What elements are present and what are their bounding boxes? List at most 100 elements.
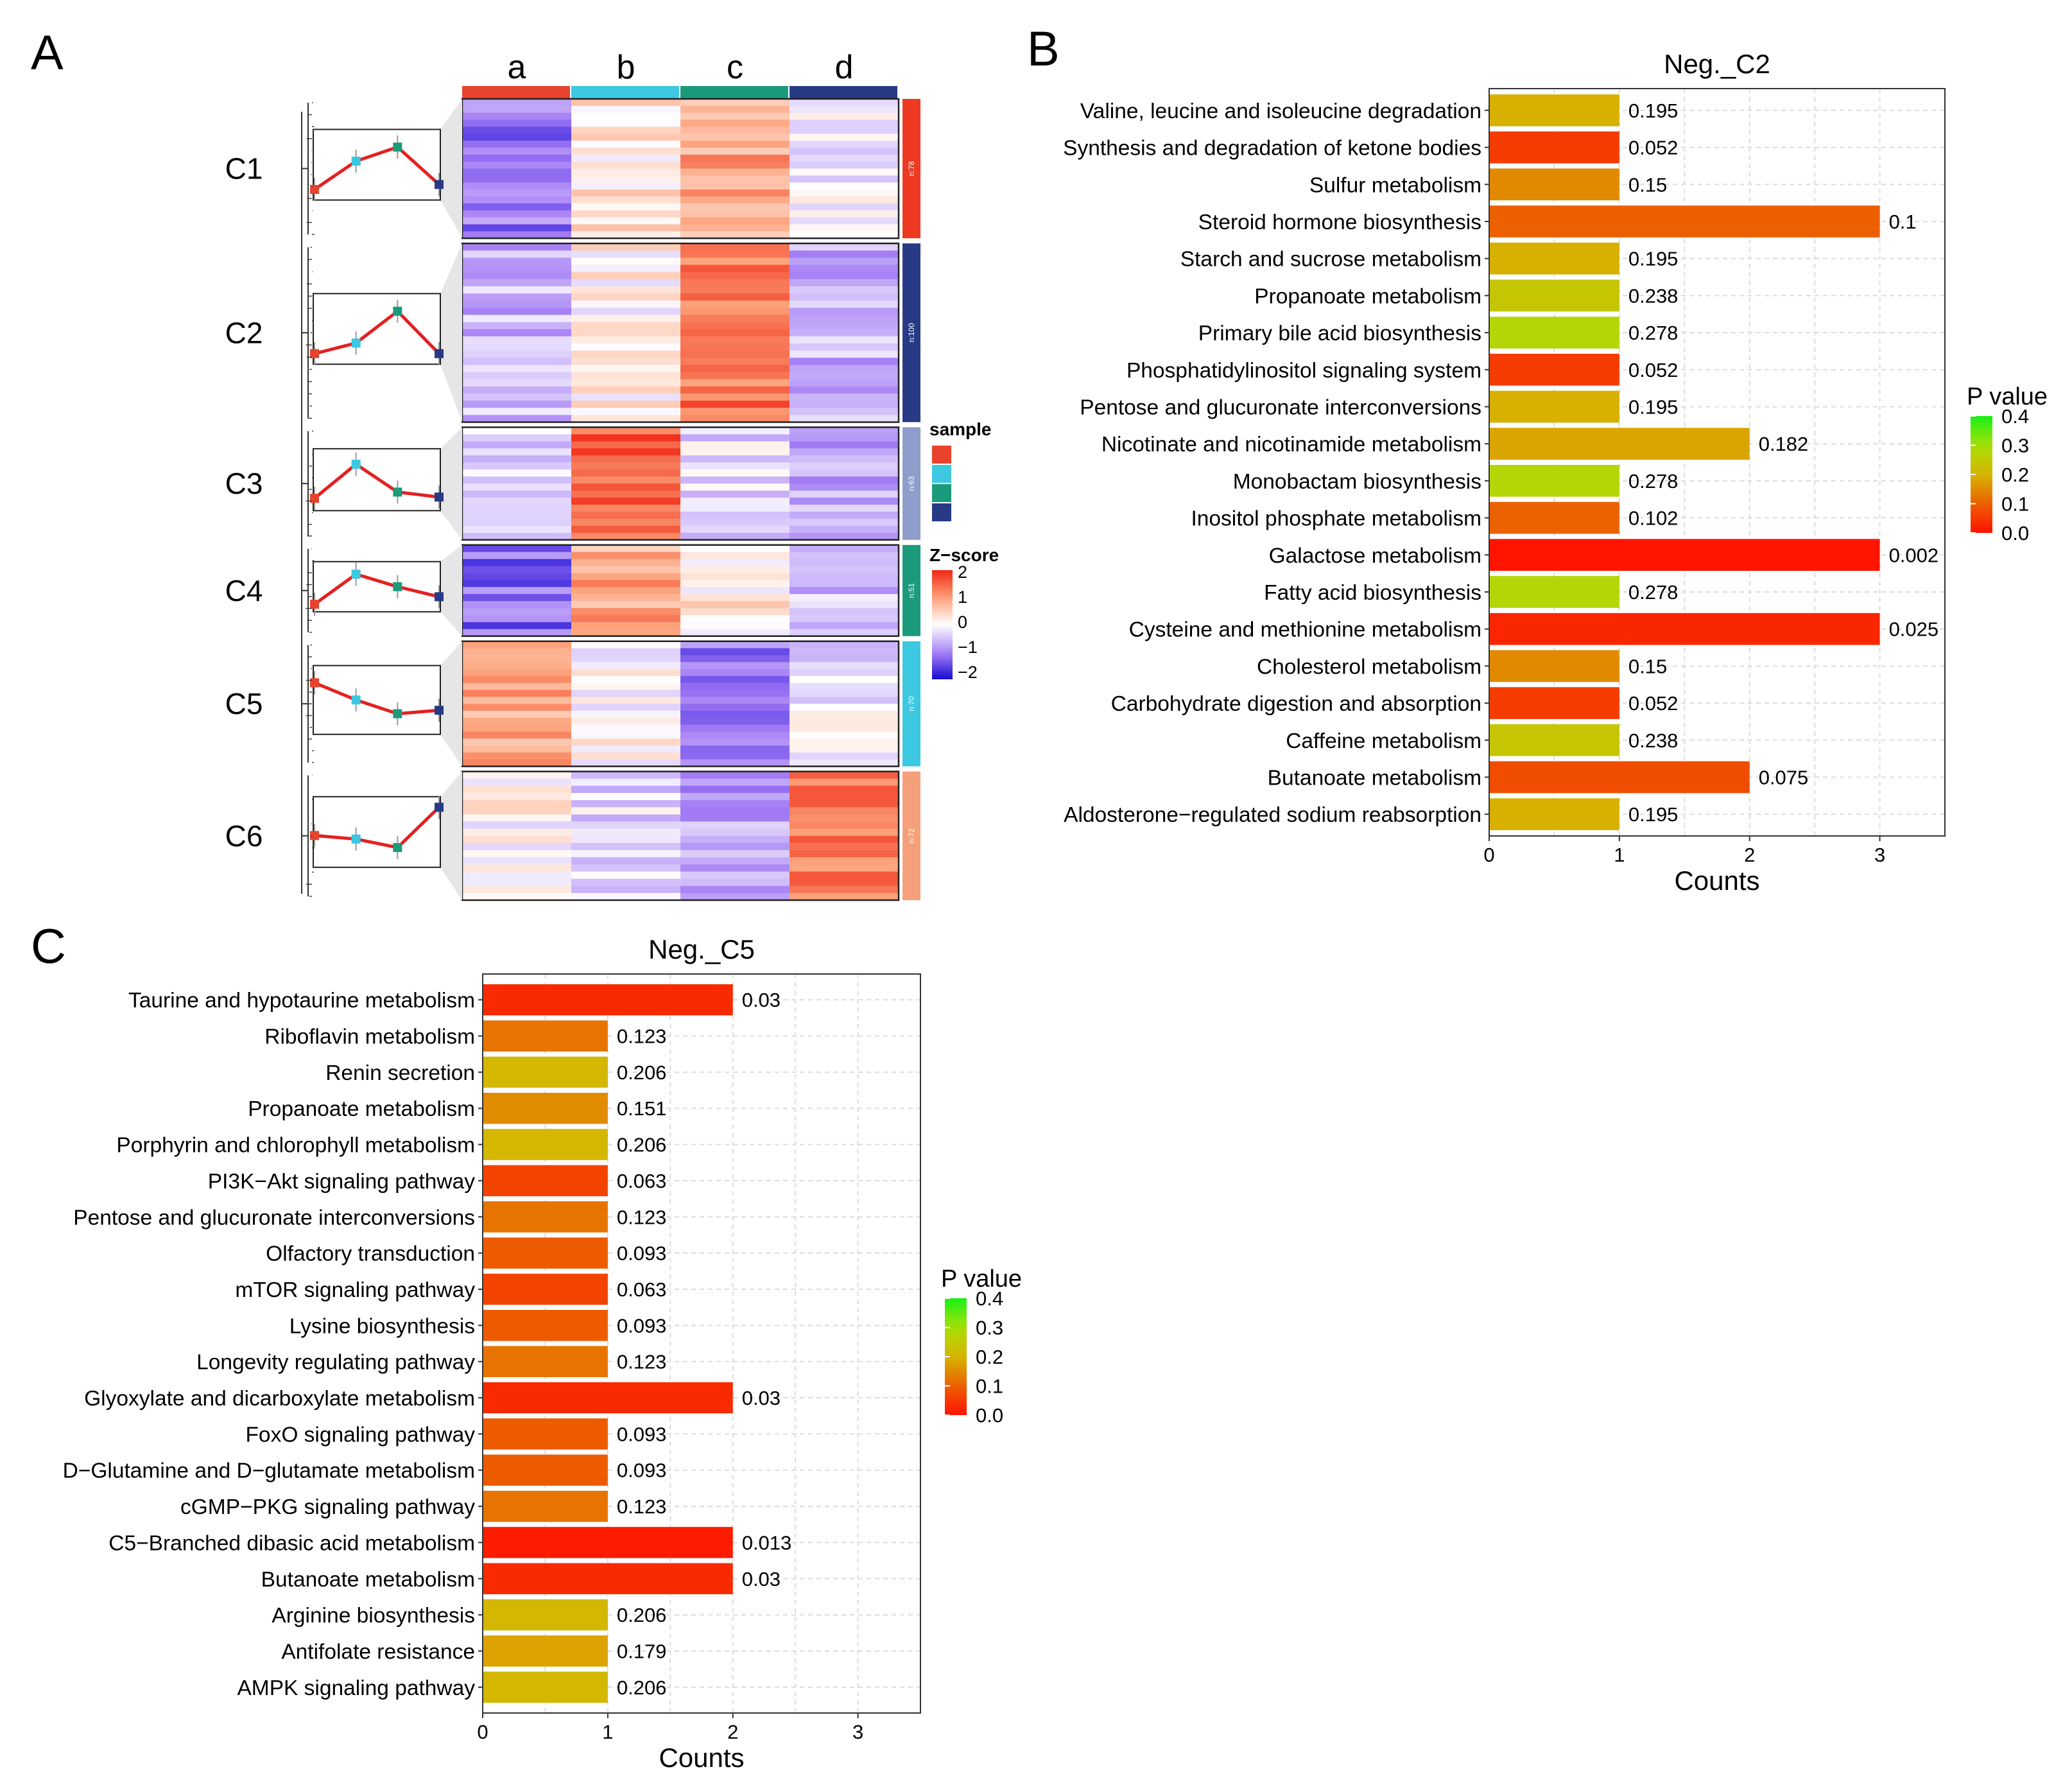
x-tick-label: 3 bbox=[1874, 844, 1885, 866]
heatmap-cell bbox=[462, 710, 572, 718]
heatmap-cell bbox=[790, 814, 899, 822]
bar bbox=[1489, 390, 1619, 423]
heatmap-cell bbox=[790, 293, 899, 301]
heatmap-cell bbox=[462, 379, 572, 387]
bar-value-label: 0.278 bbox=[1628, 470, 1679, 492]
bar bbox=[1489, 317, 1619, 349]
heatmap-cell bbox=[680, 710, 790, 718]
heatmap-cell bbox=[462, 210, 572, 218]
heatmap-cell bbox=[790, 864, 899, 872]
heatmap-cell bbox=[571, 343, 681, 351]
heatmap-cell bbox=[571, 842, 681, 851]
heatmap-cell bbox=[462, 566, 572, 573]
trend-point bbox=[351, 460, 361, 469]
bar bbox=[483, 1454, 608, 1486]
heatmap-cell bbox=[790, 778, 899, 787]
heatmap-cell bbox=[790, 441, 899, 449]
heatmap-cell bbox=[790, 182, 899, 190]
bar-value-label: 0.093 bbox=[617, 1242, 667, 1265]
heatmap-cell bbox=[571, 864, 681, 872]
heatmap-cell bbox=[571, 745, 681, 753]
heatmap-cell bbox=[462, 462, 572, 470]
heatmap-cell bbox=[571, 552, 681, 560]
heatmap-cell bbox=[680, 697, 790, 704]
bar-value-label: 0.206 bbox=[617, 1676, 667, 1699]
heatmap-cell bbox=[790, 476, 899, 484]
trend-point bbox=[393, 487, 402, 497]
trend-box bbox=[313, 665, 441, 735]
heatmap-cell bbox=[462, 675, 572, 684]
category-label: cGMP−PKG signaling pathway bbox=[180, 1495, 475, 1519]
heatmap-cell bbox=[790, 119, 899, 127]
heatmap-cell bbox=[790, 455, 899, 463]
heatmap-cell bbox=[462, 704, 572, 711]
heatmap-cell bbox=[571, 738, 681, 746]
heatmap-cell bbox=[571, 594, 681, 602]
heatmap-cell bbox=[462, 724, 572, 732]
heatmap-cell bbox=[680, 785, 790, 794]
heatmap-cell bbox=[571, 393, 681, 401]
heatmap-cell bbox=[462, 372, 572, 380]
heatmap-cell bbox=[571, 119, 681, 127]
heatmap-cell bbox=[462, 771, 572, 779]
bar-value-label: 0.206 bbox=[617, 1061, 667, 1084]
category-label: Monobactam biosynthesis bbox=[1233, 470, 1481, 494]
heatmap-cell bbox=[790, 807, 899, 815]
x-tick-label: 0 bbox=[1483, 844, 1494, 866]
trend-line bbox=[314, 309, 440, 356]
heatmap-cell bbox=[680, 415, 790, 422]
heatmap-cell bbox=[571, 622, 681, 630]
heatmap-cell bbox=[571, 300, 681, 308]
bar-value-label: 0.151 bbox=[617, 1097, 667, 1120]
heatmap-cell bbox=[680, 566, 790, 573]
legend-tick-label: 0.3 bbox=[2001, 435, 2029, 457]
trend-point bbox=[435, 803, 444, 812]
bar bbox=[483, 1056, 608, 1088]
heatmap-cell bbox=[462, 141, 572, 148]
heatmap-cell bbox=[571, 601, 681, 609]
heatmap-cell bbox=[571, 189, 681, 197]
heatmap-column-label: b bbox=[617, 49, 635, 86]
heatmap-cell bbox=[571, 544, 681, 553]
heatmap-cell bbox=[680, 738, 790, 746]
cluster-label: C1 bbox=[225, 152, 263, 186]
heatmap-cell bbox=[462, 614, 572, 623]
x-tick-label: 2 bbox=[727, 1721, 738, 1743]
cluster-count-label: n:63 bbox=[907, 476, 916, 491]
legend-tick-label: 0.1 bbox=[2001, 493, 2029, 516]
heatmap-cell bbox=[680, 580, 790, 587]
bar-value-label: 0.238 bbox=[1628, 284, 1679, 307]
trend-point bbox=[435, 180, 444, 189]
heatmap-cell bbox=[680, 655, 790, 663]
bar bbox=[1489, 613, 1880, 645]
heatmap-cell bbox=[571, 462, 681, 470]
heatmap-cell bbox=[462, 455, 572, 463]
heatmap-cell bbox=[571, 329, 681, 337]
heatmap-cell bbox=[571, 455, 681, 463]
heatmap-cell bbox=[790, 372, 899, 380]
heatmap-cell bbox=[790, 126, 899, 134]
heatmap-cell bbox=[462, 99, 572, 107]
heatmap-cell bbox=[571, 476, 681, 484]
heatmap-cell bbox=[462, 175, 572, 183]
heatmap-cell bbox=[462, 559, 572, 567]
heatmap-cell bbox=[790, 871, 899, 880]
bar-value-label: 0.063 bbox=[617, 1170, 667, 1192]
heatmap-cell bbox=[462, 511, 572, 519]
heatmap-cell bbox=[790, 427, 899, 435]
heatmap-cell bbox=[680, 683, 790, 691]
heatmap-cell bbox=[462, 336, 572, 344]
bar bbox=[483, 1201, 608, 1233]
heatmap-cell bbox=[571, 448, 681, 456]
heatmap-cell bbox=[462, 182, 572, 190]
heatmap-cell bbox=[790, 415, 899, 422]
heatmap-cell bbox=[462, 821, 572, 830]
heatmap-cell bbox=[571, 210, 681, 218]
bar-value-label: 0.1 bbox=[1889, 211, 1917, 233]
heatmap-cell bbox=[462, 629, 572, 637]
heatmap-cell bbox=[790, 210, 899, 218]
bar-value-label: 0.15 bbox=[1628, 655, 1667, 677]
sample-legend-swatch bbox=[932, 465, 951, 483]
heatmap-cell bbox=[790, 401, 899, 408]
heatmap-cell bbox=[680, 134, 790, 141]
